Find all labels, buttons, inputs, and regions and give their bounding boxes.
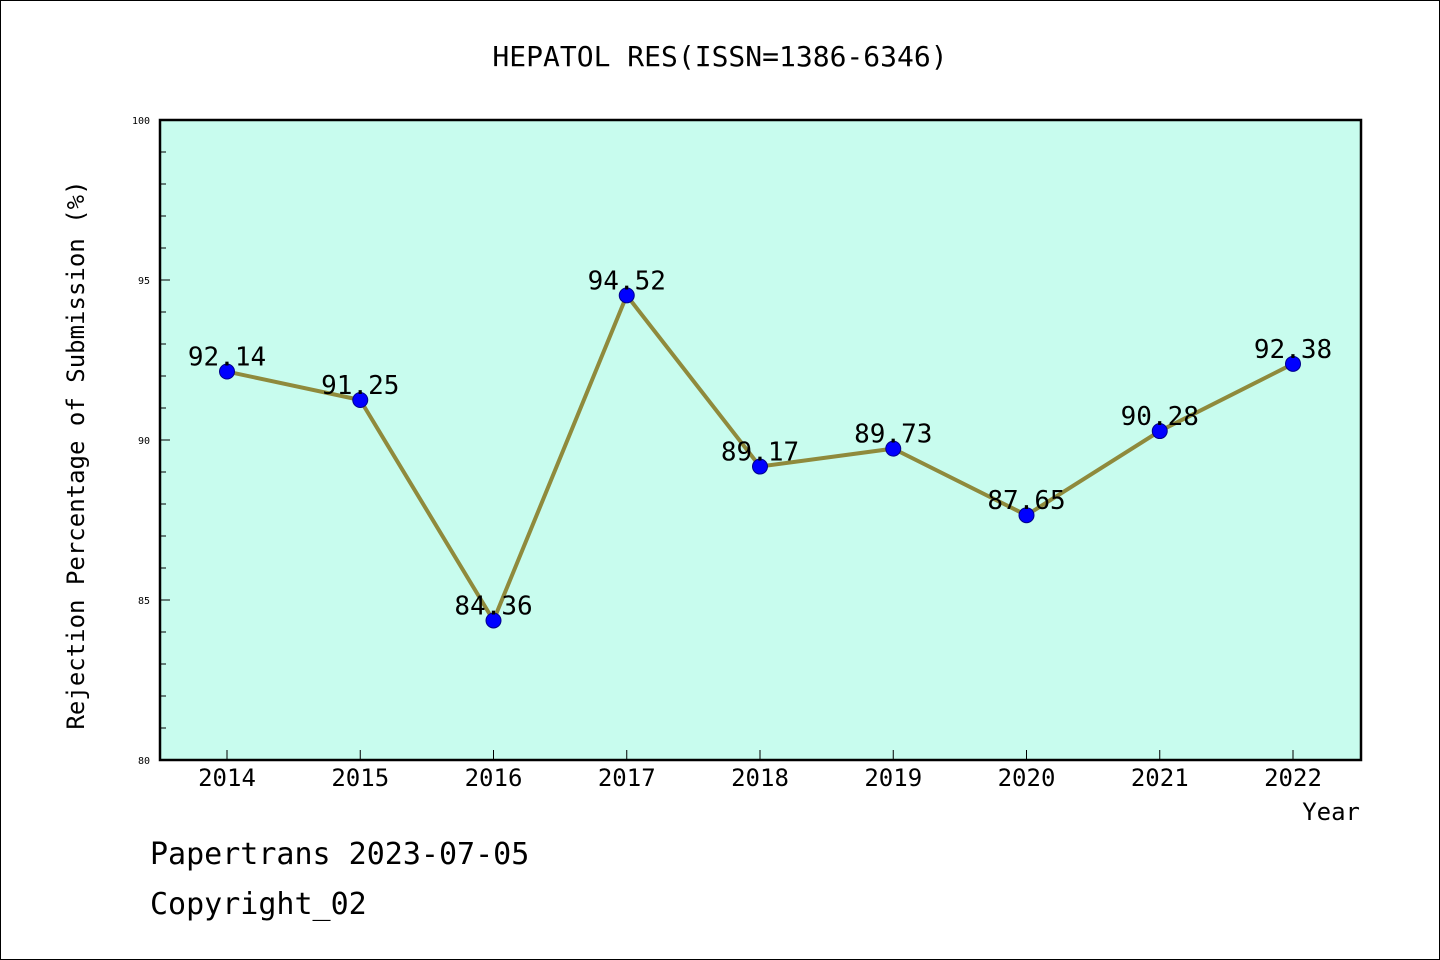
x-axis-label: Year	[1302, 798, 1360, 826]
data-label: 90.28	[1121, 402, 1199, 432]
data-label: 89.73	[854, 420, 932, 450]
plot-area	[160, 120, 1361, 760]
x-tick-label: 2021	[1131, 764, 1189, 792]
data-point-marker	[618, 287, 635, 304]
data-point-marker	[1285, 355, 1301, 372]
x-tick-label: 2015	[331, 764, 389, 792]
chart-title: HEPATOL RES(ISSN=1386-6346)	[492, 40, 947, 73]
plot-border	[158, 118, 1363, 762]
x-tick-label: 2020	[998, 764, 1056, 792]
x-tick-label: 2014	[198, 764, 256, 792]
y-tick-label: 95	[138, 276, 150, 287]
x-tick-label: 2022	[1264, 764, 1322, 792]
y-tick-label: 90	[138, 436, 150, 447]
data-label: 94.52	[588, 266, 666, 296]
y-axis-label: Rejection Percentage of Submission (%)	[62, 180, 90, 729]
data-label: 89.17	[721, 438, 799, 468]
data-point-marker	[752, 458, 768, 475]
x-tick-label: 2017	[598, 764, 656, 792]
x-tick-label: 2016	[465, 764, 523, 792]
y-tick-label: 100	[132, 116, 150, 127]
data-label: 87.65	[987, 486, 1065, 516]
y-tick-label: 85	[138, 596, 150, 607]
data-point-marker	[885, 440, 902, 457]
footer-source: Papertrans 2023-07-05	[150, 837, 529, 872]
y-tick-label: 80	[138, 756, 150, 767]
footer-copyright: Copyright_02	[150, 887, 367, 922]
data-point-marker	[352, 392, 369, 408]
data-point-marker	[219, 363, 235, 380]
series-markers	[219, 287, 1301, 629]
x-tick-label: 2018	[731, 764, 789, 792]
data-point-marker	[1151, 423, 1168, 440]
x-axis-ticks: 2014 2015 2016 2017 2018 2019 2020 2021 2022	[198, 750, 1322, 792]
y-axis-ticks: 80 85 90 95 100	[132, 116, 170, 767]
x-tick-label: 2019	[864, 764, 922, 792]
data-label: 91.25	[321, 371, 399, 401]
data-point-marker	[485, 612, 502, 629]
data-point-marker	[1018, 507, 1035, 524]
data-labels: 92.14 91.25 84.36 94.52 89.17 89.73 87.65 90.28…	[188, 266, 1332, 621]
data-label: 92.14	[188, 343, 266, 373]
data-label: 84.36	[454, 591, 532, 621]
data-label: 92.38	[1254, 335, 1332, 365]
